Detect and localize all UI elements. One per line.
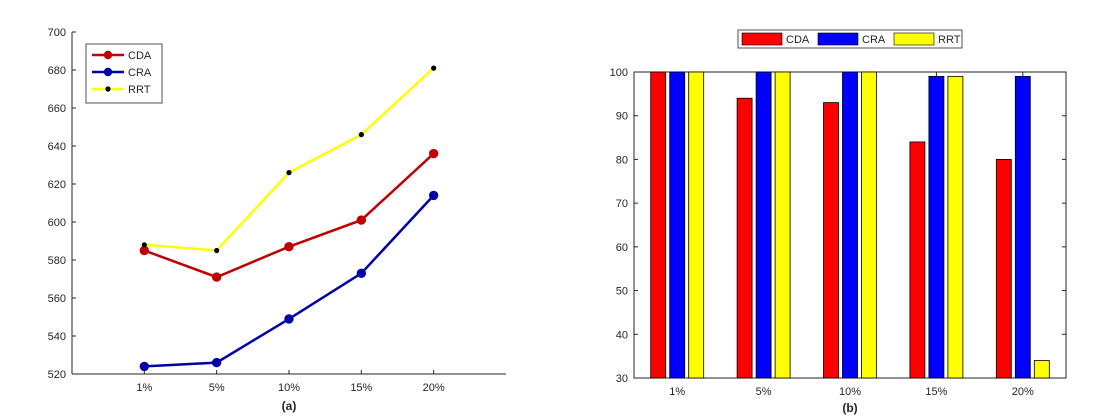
legend-label-b-rrt: RRT (938, 34, 961, 46)
x-tick-label-a: 1% (136, 382, 152, 394)
bar-cra (1014, 75, 1031, 379)
y-tick-label-a: 540 (48, 331, 66, 343)
bar-rrt (1033, 360, 1050, 379)
bar-cda (823, 102, 839, 379)
y-tick-label-a: 560 (48, 293, 66, 305)
x-tick-label-a: 15% (350, 382, 372, 394)
y-tick-label-b: 90 (616, 111, 628, 123)
x-tick-label-a: 5% (209, 382, 225, 394)
bar-cra (928, 75, 945, 379)
data-point-cra (356, 268, 367, 278)
y-tick-label-b: 60 (616, 242, 628, 254)
data-point-cda (428, 148, 439, 159)
bar-cda (909, 141, 926, 379)
bar-rrt (861, 71, 877, 379)
bar-cda (736, 97, 753, 379)
legend-label-cra: CRA (128, 67, 152, 79)
bar-cda (995, 159, 1012, 379)
x-tick-label-a: 10% (278, 382, 300, 394)
subplot-label-a: (a) (282, 399, 297, 413)
x-tick-label-b: 20% (1012, 386, 1034, 398)
legend-label-cda: CDA (128, 50, 152, 62)
data-point-cda (284, 242, 294, 252)
data-point-cda (139, 245, 150, 256)
chart-b-bar: 30 40 50 60 70 80 90 100 1% 5% 10% 15% 20% (b) CDA CRA R… (610, 29, 1067, 415)
data-point-cra (428, 190, 439, 201)
legend-label-b-cda: CDA (786, 34, 810, 46)
data-point-cra (284, 314, 294, 324)
bar-rrt (774, 71, 791, 379)
data-point-rrt (214, 247, 220, 254)
data-point-cda (356, 215, 367, 225)
y-tick-label-a: 620 (48, 179, 66, 191)
y-tick-label-a: 580 (48, 255, 66, 267)
y-tick-label-b: 30 (616, 373, 628, 385)
bar-cra (669, 71, 686, 379)
x-tick-label-b: 1% (669, 386, 685, 398)
y-tick-label-b: 100 (610, 67, 628, 79)
subplot-label-b: (b) (842, 401, 857, 415)
y-tick-label-a: 640 (48, 141, 66, 153)
bar-rrt (688, 71, 705, 379)
legend-swatch-rrt (893, 32, 935, 46)
data-point-rrt (358, 132, 364, 138)
legend-swatch-cda (741, 32, 783, 46)
legend-marker-cda (103, 50, 113, 60)
legend-label-rrt: RRT (128, 84, 151, 96)
chart-a-line: 520 540 560 580 600 620 640 660 680 700 1% 5% 10% 15%… (48, 27, 506, 413)
x-tick-label-b: 15% (925, 386, 947, 398)
data-point-cra (139, 361, 150, 372)
data-point-cra (211, 357, 222, 368)
x-tick-label-b: 5% (756, 386, 772, 398)
y-tick-label-a: 660 (48, 103, 66, 115)
y-tick-label-a: 520 (48, 369, 66, 381)
y-tick-label-b: 70 (616, 198, 628, 210)
y-tick-label-b: 40 (616, 329, 628, 341)
bar-cra (755, 71, 772, 379)
y-tick-label-a: 700 (48, 27, 66, 39)
x-tick-label-a: 20% (423, 382, 445, 394)
y-tick-label-a: 680 (48, 65, 66, 77)
data-point-rrt (286, 170, 292, 176)
data-point-cda (211, 272, 222, 282)
y-tick-label-b: 50 (616, 286, 628, 298)
bar-cda (650, 71, 667, 379)
bar-cra (842, 71, 858, 379)
bar-rrt (947, 75, 964, 379)
data-point-rrt (141, 242, 147, 248)
legend-marker-rrt (105, 86, 111, 92)
y-tick-label-b: 80 (616, 154, 628, 166)
data-point-rrt (431, 65, 437, 71)
legend-marker-cra (103, 67, 113, 77)
legend-label-b-cra: CRA (862, 34, 886, 46)
y-tick-label-a: 600 (48, 217, 66, 229)
legend-swatch-cra (817, 32, 859, 46)
x-tick-label-b: 10% (839, 386, 861, 398)
